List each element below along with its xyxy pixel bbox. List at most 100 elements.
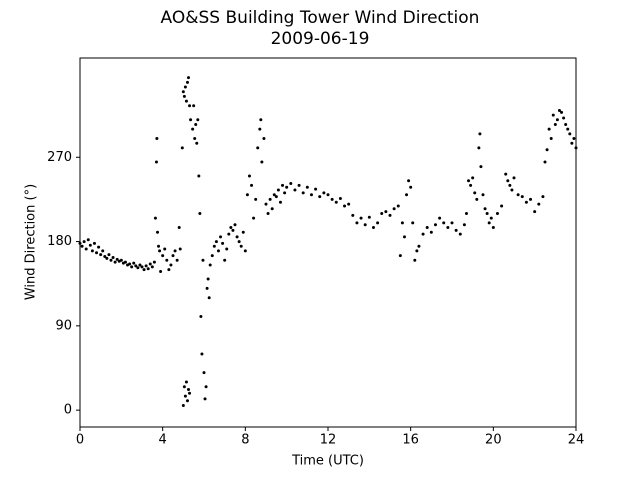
data-point [196,118,200,122]
data-point [402,235,406,239]
data-point [347,202,351,206]
data-point [84,247,88,251]
data-point [233,223,237,227]
data-point [454,228,458,232]
data-point [189,118,193,122]
data-point [421,232,425,236]
data-point [281,183,285,187]
data-point [262,137,266,141]
data-point [199,314,203,318]
data-point [227,232,231,236]
data-point [103,255,107,259]
chart-subtitle: 2009-06-19 [271,29,370,49]
data-point [274,195,278,199]
data-point [109,258,113,262]
chart-title: AO&SS Building Tower Wind Direction [161,8,480,28]
data-point [495,211,499,215]
data-point [175,258,179,262]
data-point [216,249,220,253]
data-point [363,223,367,227]
data-point [533,210,537,214]
data-point [105,256,109,260]
data-point [268,197,272,201]
data-point [107,253,111,257]
data-point [210,254,214,258]
data-point [239,244,243,248]
data-point [247,174,251,178]
data-point [92,241,96,245]
data-point [207,296,211,300]
data-point [471,176,475,180]
data-point [178,247,182,251]
data-point [183,394,187,398]
data-point [396,204,400,208]
data-point [82,240,86,244]
data-point [297,183,301,187]
data-point [252,216,256,220]
data-point [314,187,318,191]
data-point [146,267,150,271]
data-point [278,200,282,204]
data-point [231,228,235,232]
data-point [243,249,247,253]
data-point [547,127,551,131]
data-point [338,196,342,200]
data-point [417,244,421,248]
data-point [202,371,206,375]
x-tick-label: 24 [568,433,585,448]
data-point [165,258,169,262]
data-point [138,263,142,267]
data-point [380,211,384,215]
data-point [221,241,225,245]
data-point [322,191,326,195]
data-point [442,221,446,225]
y-tick-label: 180 [47,234,72,249]
data-point [187,76,190,80]
data-point [155,137,159,141]
data-point [181,90,185,94]
data-point [384,210,388,214]
data-point [181,403,185,407]
data-point [458,232,462,236]
data-point [173,249,177,253]
data-point [148,262,152,266]
data-point [152,260,156,264]
data-point [194,122,198,126]
data-point [293,188,297,192]
data-point [153,216,157,220]
data-point [376,221,380,225]
data-point [276,188,280,192]
data-point [566,127,570,131]
data-point [469,183,473,187]
data-point [555,118,559,122]
data-point [429,230,433,234]
data-point [130,265,134,269]
data-point [405,193,409,197]
data-point [132,261,136,265]
data-point [520,195,524,199]
data-point [512,176,516,180]
data-point [398,254,402,258]
data-point [180,146,184,150]
data-point [119,258,123,262]
data-point [229,226,233,230]
data-point [140,265,144,269]
data-point [371,226,375,230]
y-axis-label: Wind Direction (°) [24,184,39,300]
data-point [115,257,119,261]
data-point [185,399,189,403]
data-point [86,238,90,242]
data-point [187,388,190,392]
data-point [78,241,82,245]
data-point [237,240,241,244]
data-point [212,244,216,248]
data-point [318,195,322,199]
data-point [254,197,258,201]
data-point [191,127,195,131]
data-point [351,213,355,217]
data-point [392,207,396,211]
x-tick-label: 4 [159,433,167,448]
data-point [193,137,197,141]
x-tick-label: 16 [402,433,419,448]
